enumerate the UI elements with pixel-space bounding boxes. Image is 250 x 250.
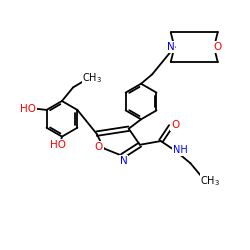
Text: N: N bbox=[167, 42, 174, 52]
Text: HO: HO bbox=[50, 140, 66, 150]
Text: HO: HO bbox=[20, 104, 36, 114]
Text: CH$_3$: CH$_3$ bbox=[200, 174, 220, 188]
Text: NH: NH bbox=[173, 145, 188, 155]
Text: N: N bbox=[120, 156, 128, 166]
Text: CH$_3$: CH$_3$ bbox=[82, 71, 102, 85]
Text: O: O bbox=[94, 142, 103, 152]
Text: O: O bbox=[214, 42, 222, 52]
Text: O: O bbox=[171, 120, 179, 130]
